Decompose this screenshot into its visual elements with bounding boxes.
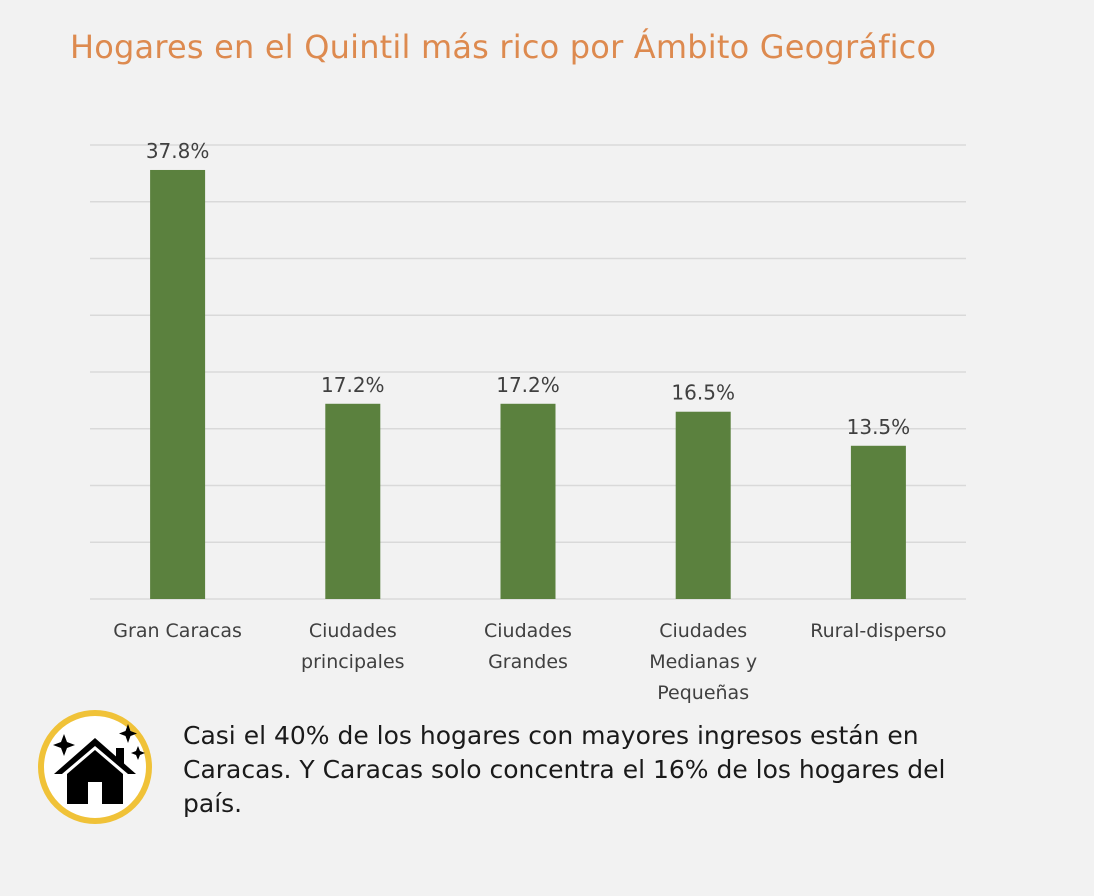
data-label: 13.5% <box>847 415 911 439</box>
data-label: 17.2% <box>496 373 560 397</box>
bar <box>500 403 556 599</box>
house-sparkle-icon <box>36 708 154 826</box>
category-label: Gran Caracas <box>93 616 263 647</box>
category-label: Rural-disperso <box>793 616 963 647</box>
category-label: Ciudades Medianas y Pequeñas <box>618 616 788 709</box>
summary-note: Casi el 40% de los hogares con mayores i… <box>183 721 946 818</box>
bar <box>850 445 906 599</box>
category-label-line: Ciudades <box>659 620 748 642</box>
category-label-line: Ciudades <box>308 620 397 642</box>
category-label-line: Ciudades <box>484 620 572 642</box>
category-label: Ciudades principales <box>268 616 438 678</box>
data-label: 16.5% <box>671 381 735 405</box>
category-label: Ciudades Grandes <box>443 616 613 678</box>
bar <box>325 403 381 599</box>
category-label-line: Grandes <box>488 651 568 673</box>
category-label-line: Medianas y <box>649 651 758 673</box>
category-label-line: Pequeñas <box>657 682 750 704</box>
chart-title: Hogares en el Quintil más rico por Ámbit… <box>70 28 937 66</box>
category-label-line: principales <box>301 651 405 673</box>
bar <box>150 169 206 599</box>
bar <box>675 411 731 599</box>
data-label: 37.8% <box>146 139 210 163</box>
data-label: 17.2% <box>321 373 385 397</box>
category-label-line: Gran Caracas <box>113 620 242 642</box>
category-label-line: Rural-disperso <box>810 620 947 642</box>
